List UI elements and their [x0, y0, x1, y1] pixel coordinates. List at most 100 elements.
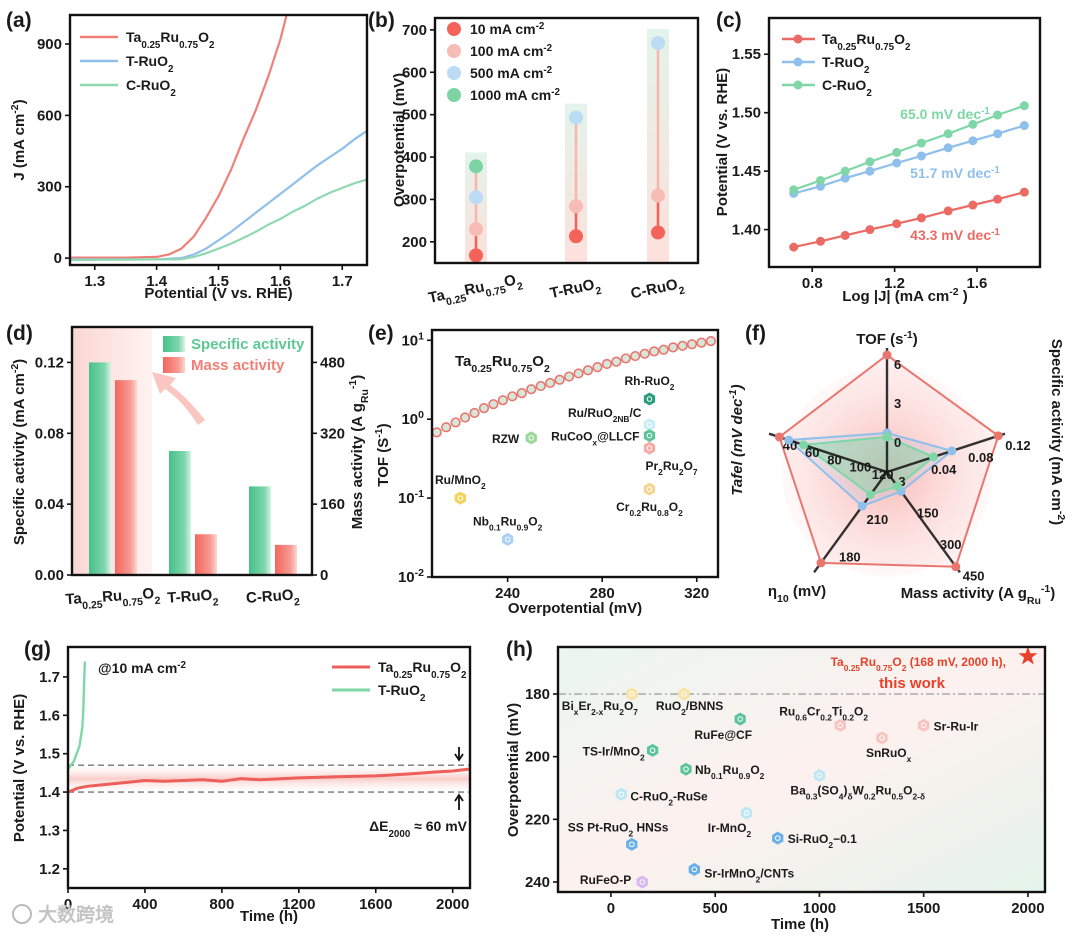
data-point — [1019, 187, 1029, 197]
data-point — [469, 222, 483, 237]
x-tick-label: 0 — [64, 896, 72, 913]
x-tick-label: 0.8 — [802, 275, 823, 292]
y-axis-label: Specific activity (mA cm-2) — [9, 359, 28, 545]
x-axis-label: Time (h) — [771, 916, 829, 933]
x-tick-label: 320 — [684, 585, 709, 602]
panel-h-comparison: (h) BixEr2-xRu2O7 RuO2/BNNS RuFe@CF Ru0.6Cr0… — [505, 638, 1047, 933]
axes-frame — [430, 328, 720, 579]
x-tick-label: 0 — [607, 900, 615, 917]
bar-mass-activity — [115, 380, 137, 575]
radar-axis — [886, 432, 1006, 474]
literature-label: Ru0.6Cr0.2Ti0.2O2 — [779, 704, 868, 722]
literature-label: C-RuO2-RuSe — [630, 789, 708, 807]
y-tick-label: 1.45 — [732, 163, 761, 180]
legend-label: T-RuO2 — [378, 682, 426, 704]
radar-vertex — [799, 440, 809, 450]
x-category-label: Ta0.25Ru0.75O2 — [427, 270, 524, 311]
data-point — [667, 342, 679, 353]
legend-marker — [447, 44, 461, 58]
data-point — [611, 356, 622, 367]
x-tick-label: 1500 — [907, 900, 940, 917]
legend-label: Ta0.25Ru0.75O2 — [378, 659, 467, 681]
legend-label: 1000 mA cm-2 — [470, 87, 560, 104]
panel-label: (g) — [24, 638, 51, 661]
y-axis-label: Overpotential (mV) — [505, 703, 522, 837]
literature-marker — [876, 731, 888, 745]
trend-arrow — [152, 372, 205, 425]
x-tick-label: 500 — [703, 900, 728, 917]
legend-label: C-RuO2 — [126, 77, 176, 99]
legend-label: Ta0.25Ru0.75O2 — [822, 31, 911, 53]
reference-marker-center — [646, 432, 653, 439]
data-point — [892, 147, 902, 157]
y-axis-label: Potential (V vs. RHE) — [11, 694, 28, 842]
data-point — [651, 36, 665, 51]
y-tick-label: 180 — [525, 686, 550, 703]
y-tick-label: 600 — [37, 107, 62, 124]
literature-marker — [918, 718, 930, 732]
axes-frame — [433, 16, 700, 265]
data-point — [535, 380, 546, 392]
data-point — [516, 388, 527, 399]
tafel-slope-label: 65.0 mV dec-1 — [900, 106, 990, 123]
radar-vertex — [774, 432, 784, 442]
data-point — [573, 368, 584, 379]
panel-f-radar: (f) -3 0 3 6 0.04 0.08 0.12 150 300 450 210 180 12010… — [727, 322, 1067, 607]
literature-marker-center — [691, 866, 698, 873]
literature-marker — [813, 769, 826, 782]
y-tick-label: 400 — [402, 149, 427, 166]
radar-tick-label: 0.08 — [968, 450, 993, 465]
legend-marker — [793, 57, 803, 67]
legend-label: 500 mA cm-2 — [470, 65, 553, 82]
y-axis-label: Overpotential (mV) — [391, 73, 408, 207]
literature-marker — [615, 787, 627, 801]
reference-marker — [643, 429, 656, 443]
x-category-label: T-RuO2 — [167, 586, 219, 612]
radar-tick-label: 210 — [866, 512, 888, 527]
legend-label: 100 mA cm-2 — [470, 43, 553, 60]
data-point — [686, 339, 698, 350]
x-tick-label: 800 — [209, 896, 234, 913]
x-category-label: T-RuO2 — [548, 275, 602, 307]
tafel-slope-label: 43.3 mV dec-1 — [910, 227, 1000, 244]
data-point — [450, 417, 461, 428]
panel-c-tafel: (c) Ta0.25Ru0.75O2 43.3 mV dec-1 T-RuO2 51.7… — [714, 9, 1042, 305]
arrow-down-icon — [454, 747, 464, 762]
radar-vertex — [857, 501, 867, 511]
reference-marker-center — [646, 445, 653, 451]
y-tick-label: 0 — [320, 567, 328, 584]
x-tick-label: 1000 — [803, 900, 836, 917]
panel-d-activity: (d) Ta0.25Ru0.75O2 T-RuO2 C-RuO2 Specific ac… — [6, 322, 371, 612]
reference-marker — [502, 532, 514, 546]
radar-vertex — [882, 350, 892, 360]
x-axis-label: Time (h) — [240, 908, 298, 925]
literature-marker — [688, 862, 700, 876]
radar-tick-label: -3 — [894, 474, 906, 489]
data-point — [651, 225, 665, 240]
bar-mass-activity — [195, 534, 217, 575]
reference-marker — [525, 431, 537, 445]
literature-marker-center — [618, 791, 625, 798]
data-point — [916, 213, 926, 223]
literature-marker-center — [737, 716, 743, 722]
literature-marker — [680, 762, 692, 776]
data-point — [478, 403, 490, 414]
data-point — [696, 337, 707, 348]
reference-marker-center — [457, 495, 464, 501]
radar-axis-label: Mass activity (A gRu-1) — [901, 583, 1056, 607]
literature-marker — [734, 712, 746, 726]
data-point — [582, 365, 594, 376]
data-point — [620, 353, 631, 364]
reference-label: Pr2Ru2O7 — [645, 459, 697, 477]
y-tick-label: 480 — [320, 354, 345, 371]
x-tick-label: 1.5 — [208, 273, 229, 290]
legend-marker — [447, 66, 461, 80]
bar-specific-activity — [249, 486, 271, 575]
this-work-star-icon — [1018, 646, 1038, 665]
literature-marker — [678, 687, 690, 701]
y-tick-label: 1.2 — [39, 861, 60, 878]
bar-specific-activity — [169, 451, 191, 575]
literature-marker-center — [743, 810, 750, 816]
data-point — [993, 110, 1003, 120]
data-point — [639, 348, 650, 359]
